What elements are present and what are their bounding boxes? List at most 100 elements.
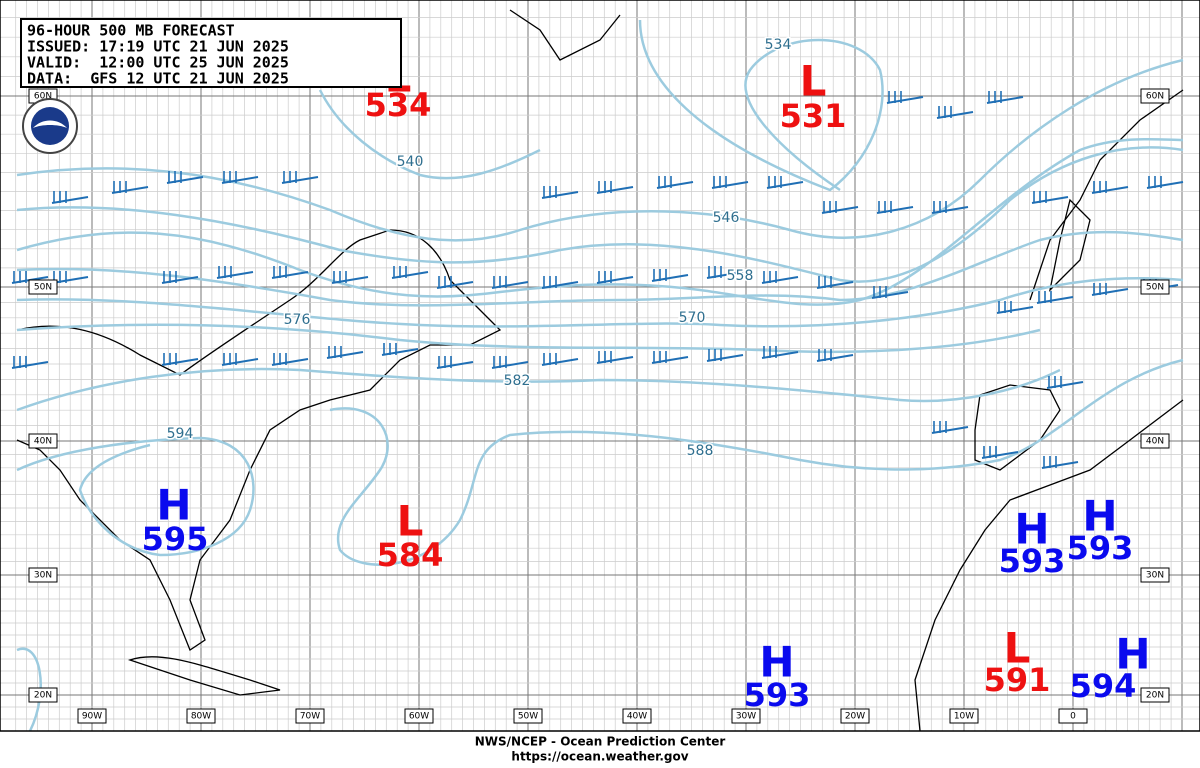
lon-label-box (622, 708, 652, 724)
british-isles (1048, 198, 1091, 292)
barb-shaft (1046, 381, 1084, 389)
wind-barb (706, 349, 744, 362)
wind-barb (656, 176, 694, 189)
center-letter: L (397, 497, 424, 546)
lon-label-box (513, 708, 543, 724)
header-frame (20, 18, 402, 88)
jet-axis (16, 137, 1184, 306)
barb-shaft (596, 276, 634, 284)
lat-label: 30N (34, 571, 52, 581)
center-letter: H (1115, 630, 1150, 679)
barb-shaft (706, 271, 744, 279)
center-letter: H (1014, 505, 1049, 554)
barb-shaft (996, 306, 1034, 314)
barb-shaft (931, 206, 969, 214)
wind-barb (1046, 376, 1084, 389)
wind-barb (706, 266, 744, 279)
wind-barb (221, 353, 259, 366)
wind-barb (436, 276, 474, 289)
lon-label-box (1058, 708, 1088, 724)
lon-label-box (840, 708, 870, 724)
barb-shaft (1036, 296, 1074, 304)
lon-label: 20W (845, 712, 865, 722)
wind-barb (271, 266, 309, 279)
wind-barb (871, 286, 909, 299)
barb-shaft (761, 351, 799, 359)
center-value: 534 (365, 86, 432, 124)
wind-barb (1041, 456, 1079, 469)
wind-barb (876, 201, 914, 214)
header-line: DATA: GFS 12 UTC 21 JUN 2025 (27, 70, 289, 88)
barb-shaft (436, 281, 474, 289)
barb-shaft (1091, 288, 1129, 296)
africa-coast (914, 399, 1184, 732)
contour-570 (16, 276, 1184, 328)
center-letter: L (1004, 624, 1031, 673)
contour-588 (329, 358, 1184, 566)
lat-label-box (1140, 279, 1170, 295)
lat-label-box (28, 567, 58, 583)
wind-barb (766, 176, 804, 189)
wind-barb (11, 356, 49, 369)
wind-barb (651, 351, 689, 364)
wind-barb (281, 171, 319, 184)
wind-barb (161, 271, 199, 284)
center-value: 593 (1067, 529, 1134, 567)
wind-barb (541, 186, 579, 199)
center-value: 595 (142, 520, 209, 558)
barb-shaft (216, 271, 254, 279)
center-value: 584 (377, 536, 444, 574)
lat-label-box (28, 687, 58, 703)
caribbean-islands (127, 656, 281, 696)
contour-label: 588 (687, 443, 714, 459)
wind-barb (331, 271, 369, 284)
barb-shaft (1146, 181, 1184, 189)
lat-label-box (1140, 88, 1170, 104)
center-letter: L (800, 57, 827, 106)
barb-shaft (656, 181, 694, 189)
center-letter: H (759, 638, 794, 687)
barb-shaft (541, 281, 579, 289)
center-letter: H (156, 481, 191, 530)
wind-barb (761, 346, 799, 359)
lon-label: 50W (518, 712, 538, 722)
wind-barb (51, 271, 89, 284)
wind-barb (981, 446, 1019, 459)
lat-label: 40N (1146, 437, 1164, 447)
contour-label: 570 (679, 310, 706, 326)
lat-label: 40N (34, 437, 52, 447)
barb-shaft (651, 356, 689, 364)
wind-barb (381, 343, 419, 356)
wind-barb (491, 356, 529, 369)
wind-barb (391, 266, 429, 279)
contour-564 (16, 230, 1184, 307)
lat-label: 50N (1146, 283, 1164, 293)
barb-shaft (381, 348, 419, 356)
contour-label: 558 (727, 268, 754, 284)
barb-shaft (706, 354, 744, 362)
wind-barb (931, 201, 969, 214)
wind-barb (436, 356, 474, 369)
wind-barb (491, 276, 529, 289)
barb-shaft (161, 276, 199, 284)
logo-disc (31, 107, 69, 145)
barb-shaft (936, 111, 974, 119)
lon-label: 70W (300, 712, 320, 722)
height-contours (16, 19, 1184, 732)
contour-594 (16, 436, 255, 557)
wind-barb (886, 91, 924, 104)
lon-label-box (731, 708, 761, 724)
barb-shaft (221, 358, 259, 366)
lat-label-box (1140, 687, 1170, 703)
lat-label-box (1140, 567, 1170, 583)
barb-shaft (931, 426, 969, 434)
noaa-logo (22, 98, 78, 154)
wind-barb (111, 181, 149, 194)
wind-barb (1146, 176, 1184, 189)
lat-label-box (28, 433, 58, 449)
wind-barb (166, 171, 204, 184)
center-value: 593 (744, 676, 811, 714)
header-line: ISSUED: 17:19 UTC 21 JUN 2025 (27, 38, 289, 56)
